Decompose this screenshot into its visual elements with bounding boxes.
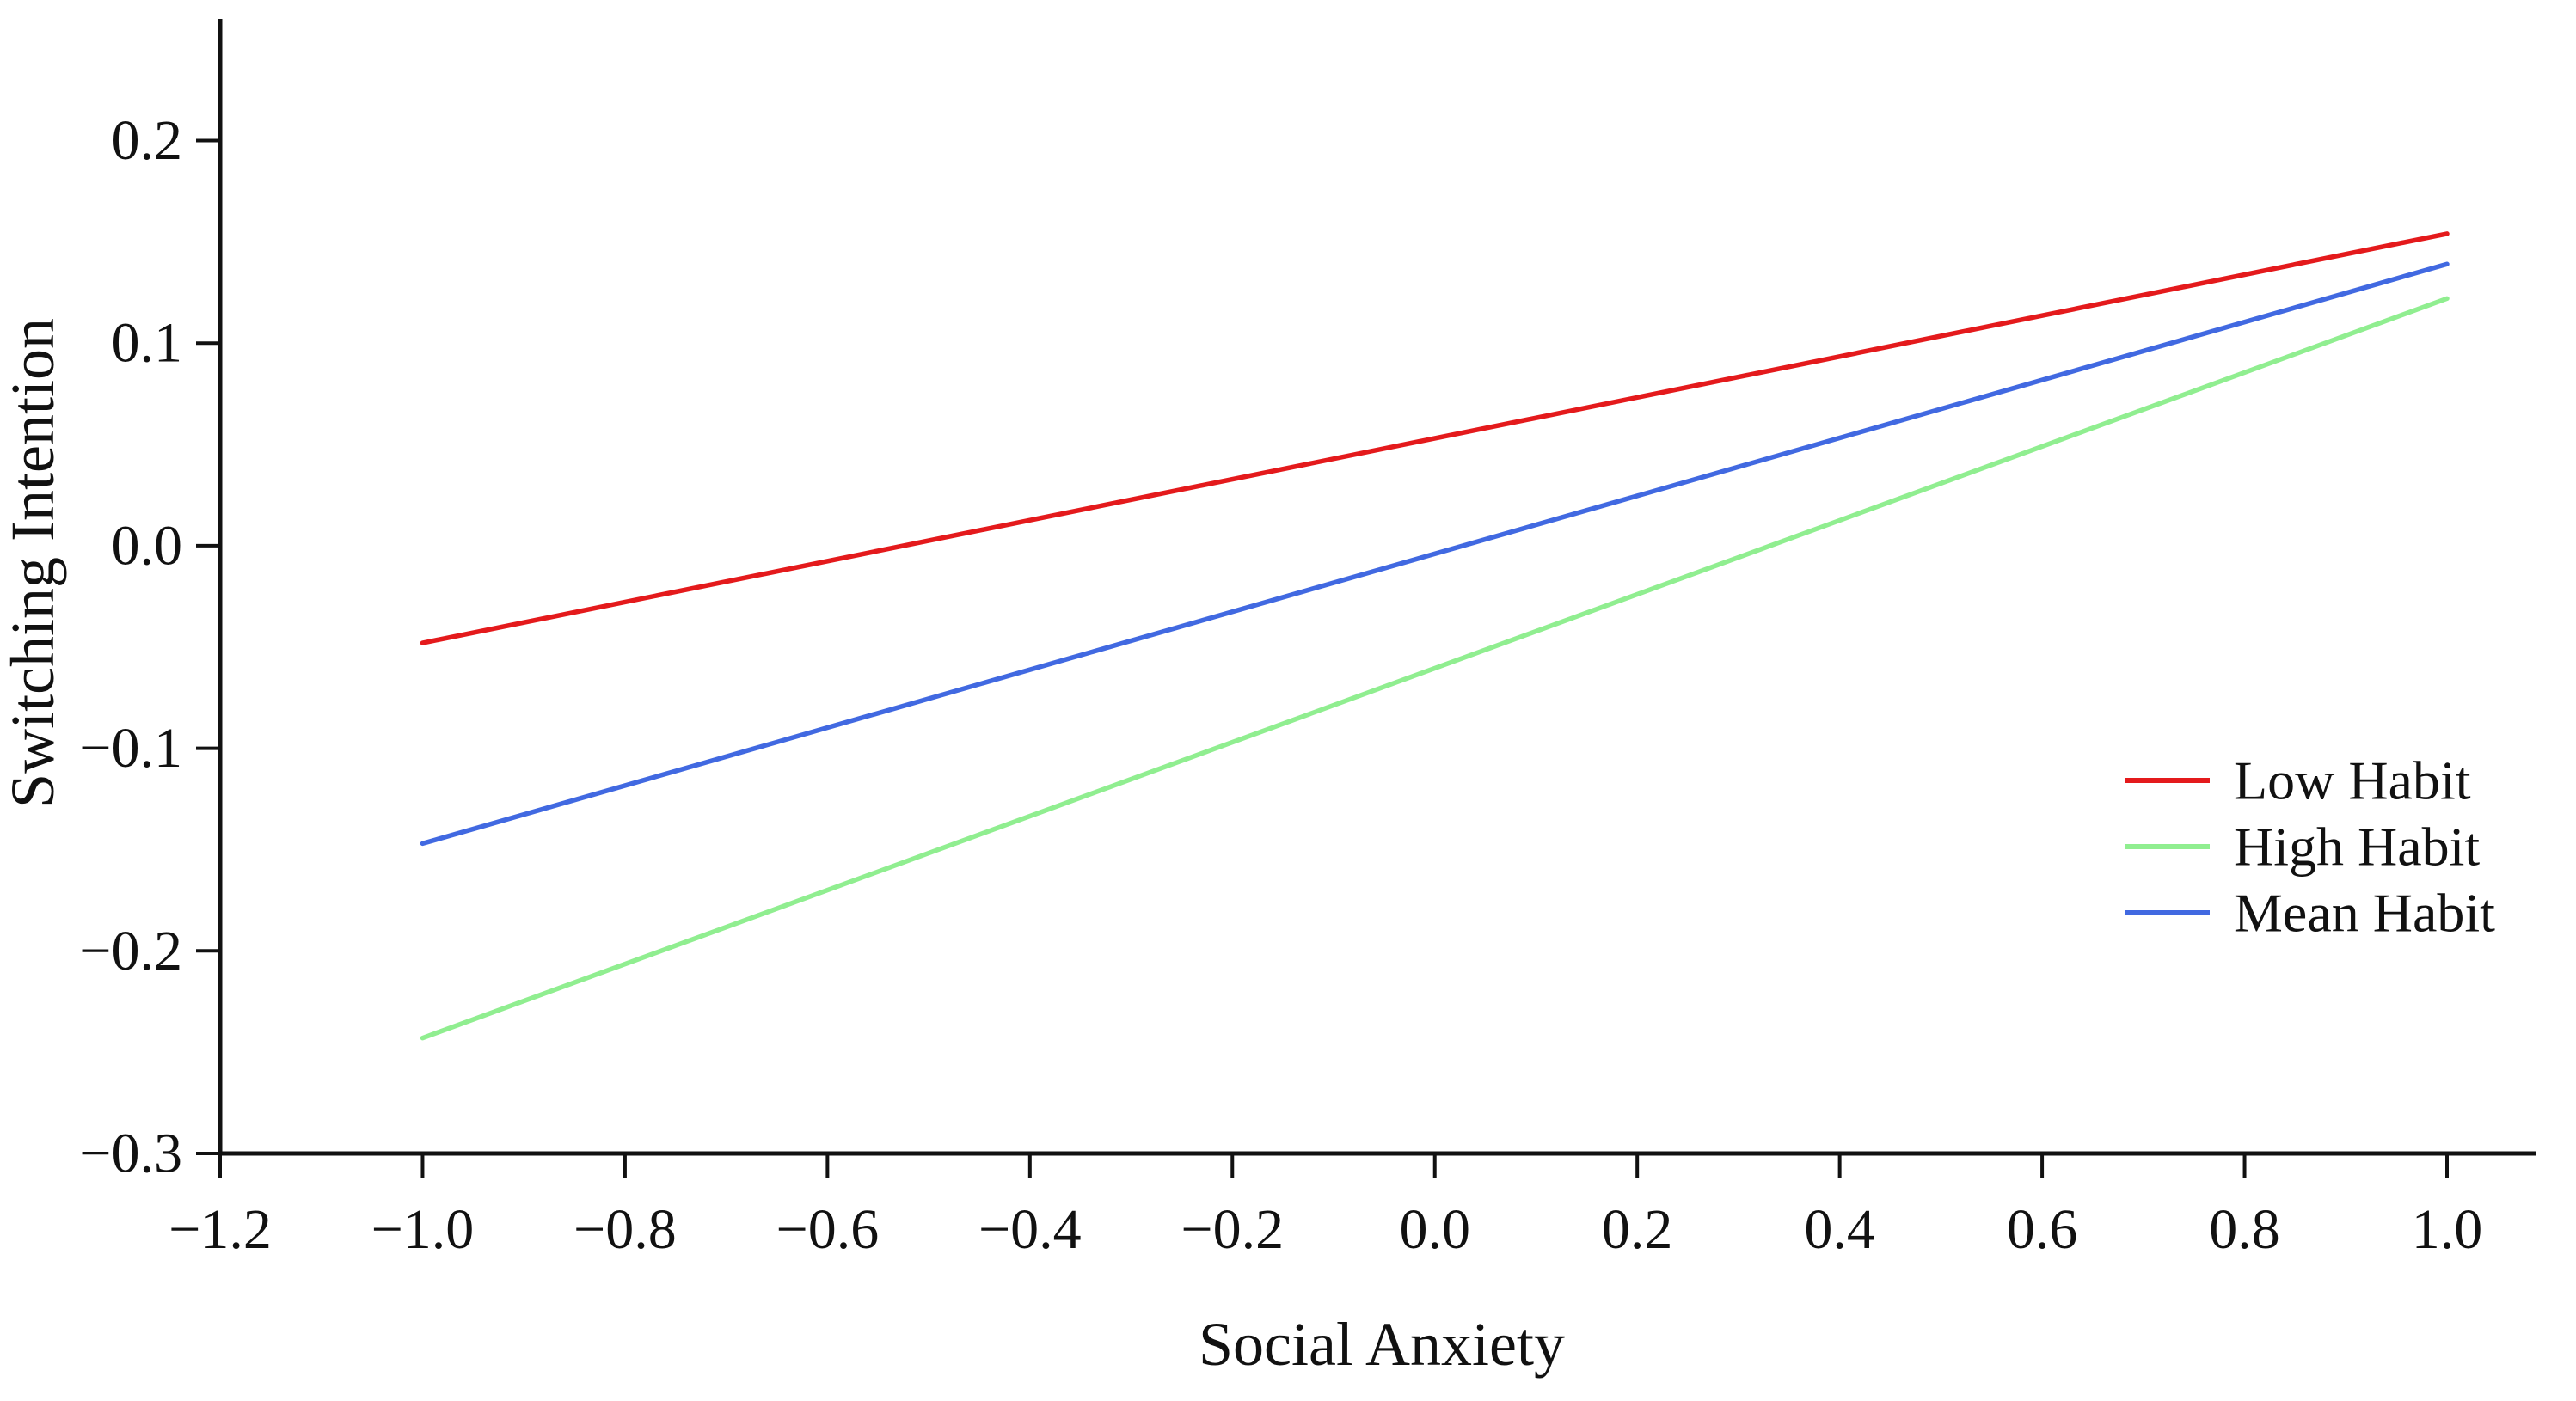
y-tick-label: 0.1 [112,312,183,375]
y-tick-label: 0.2 [112,109,183,172]
series-layer [420,231,2450,1041]
series-line-high-habit [420,296,2450,1041]
y-axis-title: Switching Intention [0,318,67,808]
series-line-mean-habit [420,261,2450,847]
legend-label-high-habit: High Habit [2234,817,2480,878]
y-tick-label: −0.2 [79,920,182,982]
series-line-low-habit [420,231,2450,645]
x-tick-label: 0.2 [1602,1198,1673,1261]
y-tick-label: −0.3 [79,1123,182,1185]
x-tick-label: −0.6 [776,1198,879,1261]
x-tick-label: 1.0 [2412,1198,2483,1261]
x-tick-label: −1.2 [169,1198,272,1261]
y-tick-label: 0.0 [112,514,183,577]
legend-label-mean-habit: Mean Habit [2234,883,2495,944]
x-axis-title: Social Anxiety [1199,1310,1565,1379]
legend-label-low-habit: Low Habit [2234,750,2471,811]
y-tick-label: −0.1 [79,717,182,780]
x-tick-label: −1.0 [371,1198,475,1261]
ticks-layer: 0.2 0.1 0.0 −0.1 −0.2 −0.3 −1.2 −1.0 −0.8 −0.6 −0.… [79,109,2482,1261]
x-tick-label: −0.2 [1181,1198,1284,1261]
axes-layer [218,19,2536,1156]
x-tick-label: −0.4 [978,1198,1082,1261]
x-tick-label: 0.4 [1804,1198,1875,1261]
x-tick-label: 0.8 [2209,1198,2280,1261]
x-tick-label: 0.0 [1399,1198,1470,1261]
x-tick-label: 0.6 [2007,1198,2078,1261]
x-tick-label: −0.8 [573,1198,677,1261]
